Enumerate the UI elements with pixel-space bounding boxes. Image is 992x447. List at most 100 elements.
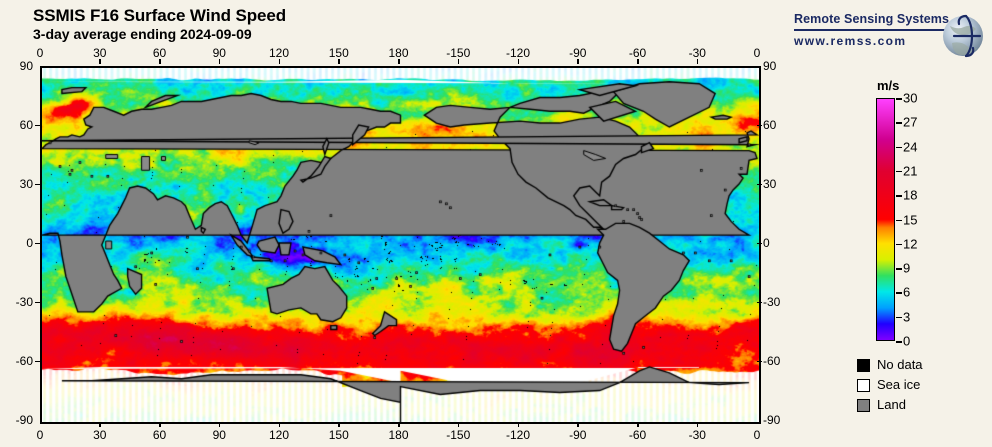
y-tick-label-left: -30	[16, 295, 33, 309]
x-tick-label-bottom: -30	[689, 428, 706, 442]
x-tick-mark	[458, 422, 460, 427]
y-tick-mark	[35, 302, 40, 304]
colorbar-tick-label: 3	[903, 309, 910, 324]
x-tick-label-top: 0	[754, 46, 761, 60]
x-tick-label-top: -60	[629, 46, 646, 60]
title-block: SSMIS F16 Surface Wind Speed 3-day avera…	[33, 6, 286, 43]
colorbar-tick-mark	[896, 171, 902, 173]
x-tick-label-top: -150	[446, 46, 470, 60]
colorbar-tick-mark	[896, 122, 902, 124]
colorbar-tick-label: 6	[903, 285, 910, 300]
colorbar-tick-label: 24	[903, 139, 917, 154]
legend-swatch-no-data	[857, 359, 870, 372]
x-tick-label-bottom: 120	[269, 428, 289, 442]
colorbar-tick-mark	[896, 317, 902, 319]
x-tick-label-top: 0	[37, 46, 44, 60]
page-title: SSMIS F16 Surface Wind Speed	[33, 6, 286, 25]
colorbar-gradient	[876, 98, 895, 341]
x-tick-mark	[577, 59, 579, 64]
colorbar-tick-mark	[896, 292, 902, 294]
logo-org-name: Remote Sensing Systems	[794, 12, 954, 27]
colorbar-tick-mark	[896, 98, 902, 100]
x-tick-mark	[338, 422, 340, 427]
x-tick-label-bottom: 90	[213, 428, 226, 442]
x-tick-label-bottom: 30	[93, 428, 106, 442]
y-tick-mark	[35, 361, 40, 363]
colorbar-tick-mark	[896, 195, 902, 197]
y-tick-label-left: 60	[20, 118, 33, 132]
logo-divider	[794, 29, 946, 31]
colorbar-tick-mark	[896, 147, 902, 149]
x-tick-mark	[219, 59, 221, 64]
x-tick-mark	[518, 59, 520, 64]
logo-url: www.remss.com	[794, 34, 954, 49]
x-tick-label-top: 180	[388, 46, 408, 60]
legend-label-land: Land	[877, 398, 906, 412]
y-tick-label-right: 0	[763, 236, 770, 250]
x-tick-label-top: -90	[569, 46, 586, 60]
colorbar-unit-label: m/s	[877, 78, 899, 93]
x-tick-mark	[159, 422, 161, 427]
logo-text-group: Remote Sensing Systems www.remss.com	[794, 12, 954, 49]
colorbar-tick-label: 18	[903, 188, 917, 203]
y-tick-label-left: 30	[20, 177, 33, 191]
y-tick-label-left: -90	[16, 413, 33, 427]
legend-label-sea-ice: Sea ice	[877, 378, 920, 392]
y-tick-mark	[757, 243, 762, 245]
colorbar-tick-label: 30	[903, 91, 917, 106]
x-tick-label-top: 60	[153, 46, 166, 60]
colorbar-tick-label: 27	[903, 115, 917, 130]
y-tick-label-left: 90	[20, 59, 33, 73]
x-tick-label-bottom: -120	[506, 428, 530, 442]
y-tick-mark	[757, 125, 762, 127]
y-tick-label-left: 0	[26, 236, 33, 250]
legend-swatch-land	[857, 399, 870, 412]
colorbar: m/s 30 27 24 21 18 15 12 9 6 3 0	[855, 78, 945, 353]
map-raster	[42, 68, 759, 422]
legend-item-no-data: No data	[857, 355, 977, 375]
x-tick-mark	[697, 59, 699, 64]
y-tick-mark	[35, 243, 40, 245]
x-tick-mark	[99, 59, 101, 64]
y-tick-label-right: -30	[763, 295, 780, 309]
colorbar-tick-mark	[896, 268, 902, 270]
x-tick-label-bottom: 180	[388, 428, 408, 442]
x-tick-label-top: 150	[329, 46, 349, 60]
page-subtitle: 3-day average ending 2024-09-09	[33, 26, 286, 43]
x-tick-label-bottom: 150	[329, 428, 349, 442]
x-tick-mark	[637, 59, 639, 64]
x-tick-label-top: -30	[689, 46, 706, 60]
y-tick-label-right: 90	[763, 59, 776, 73]
x-tick-label-bottom: 0	[37, 428, 44, 442]
colorbar-tick-label: 15	[903, 212, 917, 227]
legend-label-no-data: No data	[877, 358, 923, 372]
colorbar-tick-mark	[896, 341, 902, 343]
globe-icon	[936, 10, 988, 62]
x-tick-mark	[159, 59, 161, 64]
y-tick-mark	[35, 184, 40, 186]
x-tick-label-bottom: 60	[153, 428, 166, 442]
x-tick-mark	[338, 59, 340, 64]
wind-speed-map[interactable]	[40, 66, 761, 424]
x-tick-mark	[279, 422, 281, 427]
y-tick-label-right: -60	[763, 354, 780, 368]
x-tick-mark	[279, 59, 281, 64]
y-tick-mark	[757, 302, 762, 304]
x-tick-mark	[458, 59, 460, 64]
legend-item-land: Land	[857, 395, 977, 415]
x-tick-mark	[398, 422, 400, 427]
remss-logo[interactable]: Remote Sensing Systems www.remss.com	[790, 10, 988, 62]
x-tick-label-top: -120	[506, 46, 530, 60]
x-tick-label-top: 120	[269, 46, 289, 60]
x-tick-mark	[219, 422, 221, 427]
x-tick-label-bottom: -90	[569, 428, 586, 442]
x-tick-label-bottom: -60	[629, 428, 646, 442]
colorbar-tick-label: 12	[903, 236, 917, 251]
y-tick-label-right: 60	[763, 118, 776, 132]
colorbar-tick-label: 21	[903, 163, 917, 178]
y-tick-mark	[757, 361, 762, 363]
x-tick-mark	[577, 422, 579, 427]
x-tick-label-top: 90	[213, 46, 226, 60]
colorbar-tick-label: 9	[903, 261, 910, 276]
y-tick-mark	[35, 125, 40, 127]
